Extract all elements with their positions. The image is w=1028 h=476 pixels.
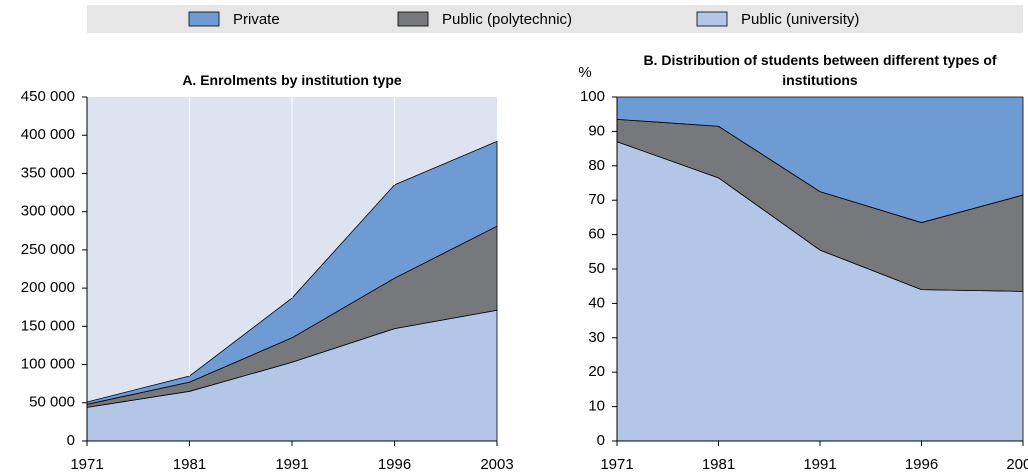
y-axis-label: % [578,64,591,81]
legend-label: Public (university) [741,11,859,28]
y-tick-label: 50 [588,260,605,277]
chart-title: A. Enrolments by institution type [182,72,402,88]
y-tick-label: 100 [580,88,605,105]
y-tick-label: 300 000 [21,203,75,220]
chart-title: B. Distribution of students between diff… [643,52,997,88]
y-tick-label: 40 [588,294,605,311]
y-tick-label: 250 000 [21,241,75,258]
legend-label: Public (polytechnic) [442,11,572,28]
legend-swatch [188,11,220,27]
area [86,140,498,405]
legend-background [87,5,1023,33]
y-tick-label: 0 [597,432,605,449]
y-tick-label: 60 [588,226,605,243]
legend-swatch [696,11,728,27]
y-tick-label: 200 000 [21,279,75,296]
y-tick-label: 10 [588,398,605,415]
y-tick-label: 50 000 [29,394,75,411]
y-tick-label: 0 [67,432,75,449]
y-tick-label: 100 000 [21,356,75,373]
x-tick-label: 2003 [1006,456,1028,473]
legend-label: Private [233,11,280,28]
x-tick-label: 2003 [480,456,513,473]
y-tick-label: 400 000 [21,126,75,143]
y-tick-label: 20 [588,363,605,380]
x-tick-label: 1991 [275,456,308,473]
x-tick-label: 1981 [173,456,206,473]
x-tick-label: 1996 [905,456,938,473]
y-tick-label: 350 000 [21,164,75,181]
x-tick-label: 1991 [803,456,836,473]
area [616,96,1024,223]
y-tick-label: 150 000 [21,317,75,334]
y-tick-label: 450 000 [21,88,75,105]
x-tick-label: 1971 [70,456,103,473]
x-tick-label: 1996 [378,456,411,473]
y-tick-label: 30 [588,329,605,346]
legend-swatch [397,11,429,27]
y-tick-label: 90 [588,122,605,139]
y-tick-label: 80 [588,157,605,174]
x-tick-label: 1981 [702,456,735,473]
y-tick-label: 70 [588,191,605,208]
x-tick-label: 1971 [600,456,633,473]
